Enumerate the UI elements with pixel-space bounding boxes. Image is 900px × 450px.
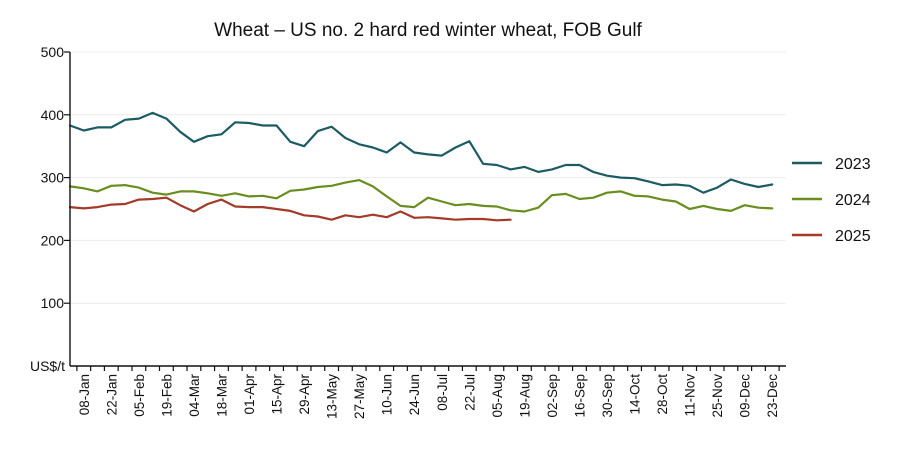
y-tick-label: 100 — [41, 295, 65, 311]
x-tick-label: 19-Aug — [517, 374, 532, 418]
x-axis-ticks: 08-Jan 22-Jan 05-Feb 19-Feb 04-Mar 18-Mar 01-A… — [76, 366, 780, 419]
legend-label-2025: 2025 — [835, 228, 871, 245]
x-tick-label: 04-Mar — [187, 374, 202, 417]
legend-label-2024: 2024 — [835, 192, 871, 209]
y-axis-unit-label: US$/t — [30, 358, 65, 374]
series-line-2025 — [68, 196, 512, 222]
x-tick-label: 13-May — [325, 374, 340, 419]
y-tick-label: 300 — [41, 170, 65, 186]
x-tick-label: 15-Apr — [270, 374, 285, 415]
x-tick-label: 05-Feb — [132, 374, 147, 417]
legend-label-2023: 2023 — [835, 156, 871, 173]
axes — [69, 52, 786, 367]
x-tick-label: 22-Jul — [462, 374, 477, 411]
series-lines — [68, 111, 774, 222]
x-tick-label: 23-Dec — [765, 374, 780, 418]
series-line-2024 — [68, 179, 774, 213]
x-tick-label: 14-Oct — [628, 374, 643, 415]
x-tick-label: 18-Mar — [214, 374, 229, 417]
x-tick-label: 10-Jun — [380, 374, 395, 415]
y-tick-label: 500 — [41, 44, 65, 60]
x-tick-label: 08-Jan — [77, 374, 92, 415]
x-tick-label: 27-May — [352, 374, 367, 419]
x-tick-label: 19-Feb — [159, 374, 174, 417]
chart-title: Wheat – US no. 2 hard red winter wheat, … — [214, 20, 642, 41]
x-tick-label: 30-Sep — [600, 374, 615, 418]
y-tick-label: 200 — [41, 232, 65, 248]
x-tick-label: 09-Dec — [738, 374, 753, 418]
series-line-2023 — [68, 111, 774, 194]
x-tick-label: 29-Apr — [297, 374, 312, 415]
x-tick-label: 01-Apr — [242, 374, 257, 415]
x-tick-label: 25-Nov — [710, 374, 725, 418]
x-tick-label: 05-Aug — [490, 374, 505, 418]
legend: 2023 2024 2025 — [792, 156, 871, 245]
x-tick-label: 08-Jul — [435, 374, 450, 411]
x-tick-label: 24-Jun — [407, 374, 422, 415]
x-tick-label: 28-Oct — [655, 374, 670, 415]
x-tick-label: 02-Sep — [545, 374, 560, 418]
gridlines — [70, 51, 786, 304]
y-axis-ticks: 100 200 300 400 500 — [41, 44, 70, 311]
x-tick-label: 22-Jan — [104, 374, 119, 415]
y-tick-label: 400 — [41, 107, 65, 123]
x-tick-label: 11-Nov — [683, 374, 698, 417]
x-tick-label: 16-Sep — [572, 374, 587, 418]
